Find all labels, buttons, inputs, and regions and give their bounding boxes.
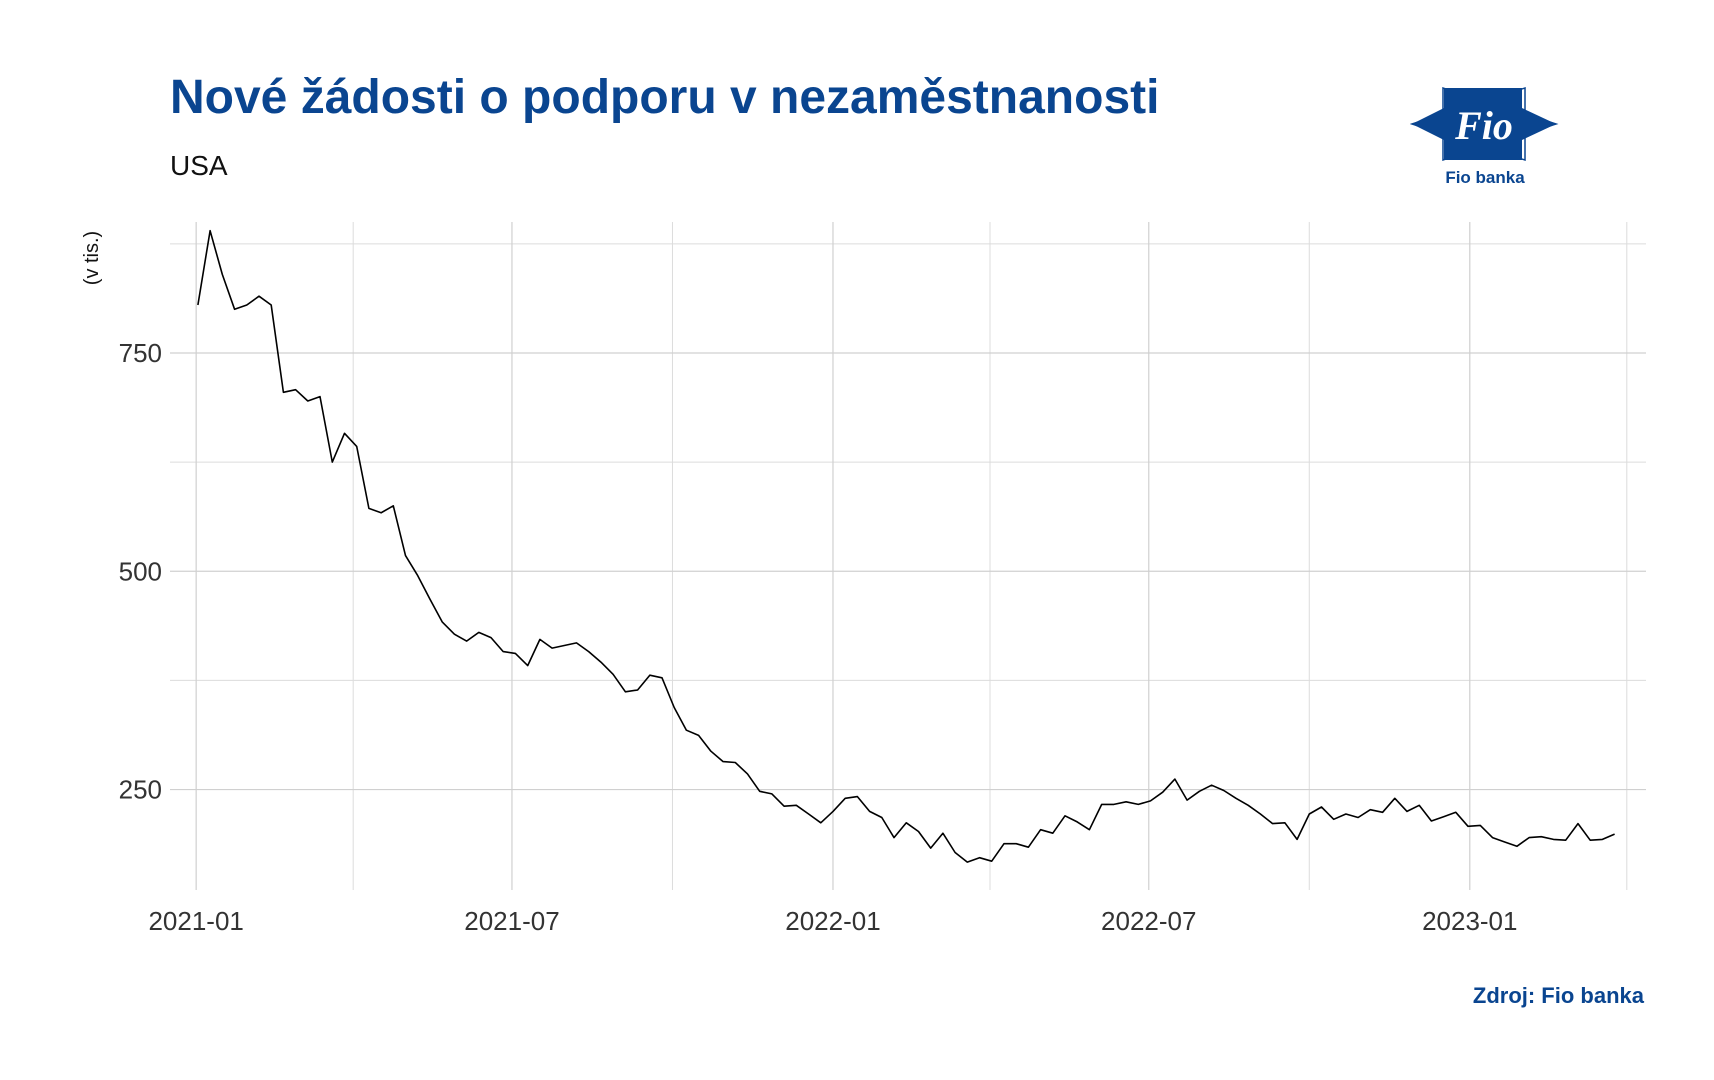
major-grid <box>170 222 1646 890</box>
page-subtitle: USA <box>170 150 228 181</box>
x-tick-label: 2023-01 <box>1422 906 1517 936</box>
x-tick-label: 2022-07 <box>1101 906 1196 936</box>
x-tick-label: 2022-01 <box>785 906 880 936</box>
x-axis: 2021-01 2021-07 2022-01 2022-07 2023-01 <box>148 906 1517 936</box>
x-tick-label: 2021-01 <box>148 906 243 936</box>
y-axis-label: (v tis.) <box>81 231 103 285</box>
fio-logo-mark: Fio <box>1409 86 1559 162</box>
series-line <box>197 229 1615 863</box>
y-tick-label: 250 <box>119 775 162 805</box>
minor-grid <box>170 222 1646 890</box>
fio-logo: Fio Fio banka <box>1409 80 1560 192</box>
y-tick-label: 500 <box>119 556 162 586</box>
y-tick-label: 750 <box>119 338 162 368</box>
logo-caption: Fio banka <box>1445 168 1525 187</box>
y-axis: 250 500 750 <box>119 338 162 805</box>
x-tick-label: 2021-07 <box>464 906 559 936</box>
source-note: Zdroj: Fio banka <box>1472 983 1644 1008</box>
page-title: Nové žádosti o podporu v nezaměstnanosti <box>170 71 1160 124</box>
logo-mark-text: Fio <box>1454 103 1513 148</box>
